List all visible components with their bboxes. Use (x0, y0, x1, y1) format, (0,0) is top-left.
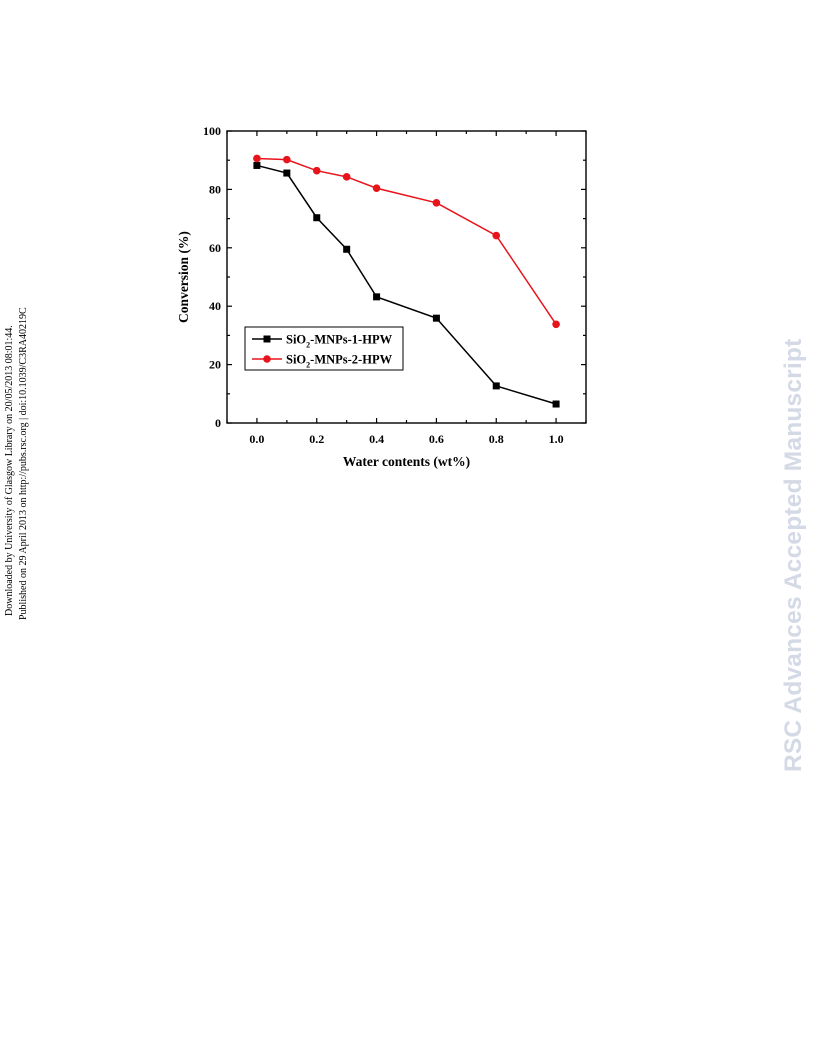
x-tick-label: 1.0 (549, 432, 564, 446)
series-1-point (313, 214, 321, 222)
axis-ticks: 0 20 40 60 80 100 0.0 0.2 0.4 0.6 0.8 1.0 (203, 124, 587, 446)
series-1-point (552, 400, 560, 408)
series-1-point (373, 293, 381, 301)
x-tick-label: 0.4 (369, 432, 384, 446)
y-tick-label: 80 (209, 182, 221, 196)
series-2-point (492, 231, 501, 240)
series-1-point (343, 245, 351, 253)
series-line-1 (256, 164, 557, 405)
y-tick-label: 40 (209, 299, 221, 313)
y-tick-label: 100 (203, 124, 221, 138)
series-line-2 (256, 157, 557, 325)
series-2-point (253, 154, 261, 163)
legend-marker-2 (263, 355, 271, 363)
y-axis-title: Conversion (%) (176, 231, 191, 323)
legend-label-1: SiO2-MNPs-1-HPW (286, 333, 393, 350)
data-series (253, 154, 560, 408)
series-2-point (312, 166, 321, 175)
chart-legend: SiO2-MNPs-1-HPW SiO2-MNPs-2-HPW (244, 326, 404, 371)
x-tick-label: 0.0 (249, 432, 264, 446)
series-2-point (283, 155, 291, 164)
plot-frame (226, 130, 587, 424)
series-2-point (342, 173, 351, 181)
series-1-point (283, 169, 291, 177)
series-2-point (372, 184, 381, 193)
x-tick-label: 0.8 (489, 432, 504, 446)
series-2-point (432, 199, 441, 207)
x-tick-label: 0.2 (309, 432, 324, 446)
legend-box (244, 326, 404, 371)
y-tick-label: 0 (215, 416, 221, 430)
series-1-point (432, 314, 440, 322)
x-tick-label: 0.6 (429, 432, 444, 446)
y-tick-label: 60 (209, 241, 221, 255)
legend-marker-1 (263, 335, 271, 343)
legend-label-2: SiO2-MNPs-2-HPW (286, 353, 393, 370)
y-tick-label: 20 (209, 358, 221, 372)
series-1-point (492, 382, 500, 390)
plot-border (226, 130, 587, 424)
x-axis-title: Water contents (wt%) (343, 454, 470, 469)
series-1-point (253, 161, 261, 169)
series-2-point (552, 320, 560, 329)
